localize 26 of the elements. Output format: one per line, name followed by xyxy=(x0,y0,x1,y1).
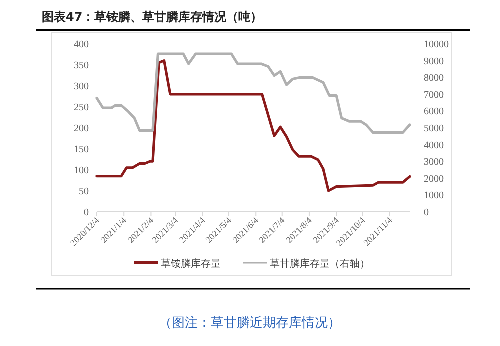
y2-tick-label: 2000 xyxy=(424,174,444,185)
text: （图注：草甘膦近期存库情况） xyxy=(159,316,341,331)
y2-tick-label: 0 xyxy=(424,208,429,218)
y2-tick-label: 6000 xyxy=(424,106,444,118)
legend-label: 草铵膦库存量 xyxy=(161,258,221,270)
y-tick-label: 50 xyxy=(79,186,89,198)
y2-tick-label: 9000 xyxy=(424,56,444,68)
y-tick-label: 150 xyxy=(74,144,89,156)
y2-tick-label: 5000 xyxy=(424,124,444,134)
y-tick-label: 0 xyxy=(84,208,89,218)
y-tick-label: 100 xyxy=(74,166,89,176)
chart-title: 图表47：草铵膦、草甘膦库存情况（吨） xyxy=(42,10,263,24)
line-series xyxy=(96,60,412,192)
y2-tick-label: 4000 xyxy=(424,140,444,152)
y-tick-label: 400 xyxy=(74,40,89,50)
y2-tick-label: 7000 xyxy=(424,90,444,101)
legend-label: 草甘膦库存量（右轴） xyxy=(270,258,370,270)
y-tick-label: 200 xyxy=(74,124,89,134)
y2-tick-label: 10000 xyxy=(424,40,449,50)
y-tick-label: 250 xyxy=(74,102,89,114)
y2-tick-label: 8000 xyxy=(424,73,444,84)
y2-tick-label: 1000 xyxy=(424,190,444,202)
y-tick-label: 300 xyxy=(74,82,89,92)
y2-tick-label: 3000 xyxy=(424,157,444,168)
line-series xyxy=(96,52,412,134)
y-tick-label: 350 xyxy=(74,60,89,72)
